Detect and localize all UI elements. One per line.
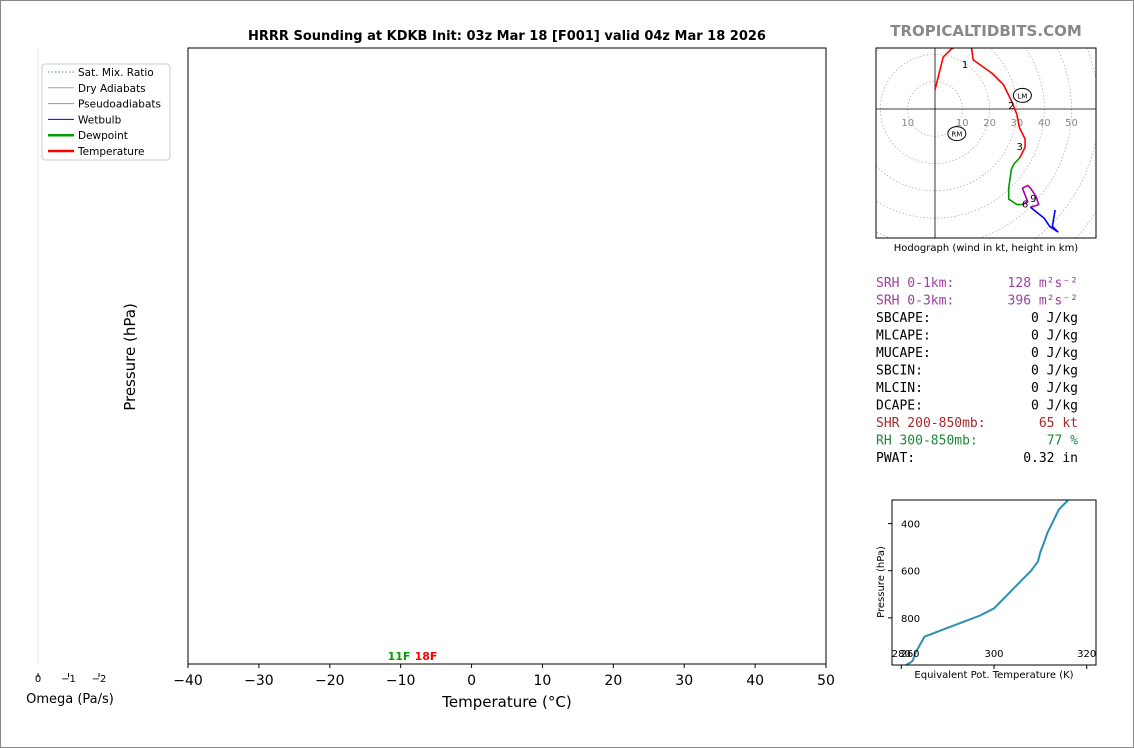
chart-title: HRRR Sounding at KDKB Init: 03z Mar 18 [… [248, 29, 766, 44]
index-value: 128 m²s⁻² [1008, 276, 1078, 291]
hodograph-trace [934, 48, 1026, 159]
index-value: 0 J/kg [1031, 399, 1078, 414]
storm-motion-label: LM [1017, 92, 1027, 100]
index-label: DCAPE: [876, 399, 923, 414]
index-value: 0 J/kg [1031, 381, 1078, 396]
hodograph-ring-label: 30 [1011, 118, 1024, 129]
index-value: 65 kt [1039, 416, 1078, 431]
index-label: SBCAPE: [876, 311, 931, 326]
index-label: PWAT: [876, 451, 915, 466]
omega-tick-label: −1 [61, 674, 76, 685]
x-tick-label: 50 [817, 673, 835, 689]
hodograph-inner: 10 10 20 30 40 50 1 2 3 6 9 LM RM [876, 48, 1096, 238]
theta-e-y-tick-label: 600 [901, 567, 920, 578]
index-label: MLCIN: [876, 381, 923, 396]
hodograph-frame [875, 47, 1097, 239]
theta-e-y-tick-label: 800 [901, 614, 920, 625]
theta-e-y-label: Pressure (hPa) [876, 546, 887, 618]
storm-motion-label: RM [951, 131, 962, 139]
x-tick-label: 0 [467, 673, 476, 689]
theta-e-line [905, 500, 1069, 665]
index-label: MUCAPE: [876, 346, 931, 361]
index-label: SBCIN: [876, 364, 923, 379]
main-axes-frame [187, 47, 827, 665]
hodograph-height-label: 1 [962, 60, 968, 71]
index-label: SRH 0-1km: [876, 276, 954, 291]
hodograph-ring-label: 40 [1038, 118, 1051, 129]
x-tick-label: −40 [173, 673, 203, 689]
index-label: SRH 0-3km: [876, 294, 954, 309]
hodograph-height-label: 2 [1008, 101, 1014, 112]
omega-axis-label: Omega (Pa/s) [26, 692, 114, 707]
x-tick-label: −10 [386, 673, 416, 689]
theta-e-x-tick-label: 260 [900, 649, 919, 660]
theta-e-x-tick-label: 320 [1077, 649, 1096, 660]
watermark: TROPICALTIDBITS.COM [890, 22, 1082, 40]
theta-e-y-tick-label: 400 [901, 520, 920, 531]
surface-temperature-label: 18F [415, 650, 438, 663]
storm-motion-marker [1012, 87, 1032, 103]
x-tick-label: 30 [675, 673, 693, 689]
hodograph-height-label: 3 [1016, 142, 1022, 153]
y-axis-label: Pressure (hPa) [121, 303, 139, 411]
hodograph-trace [1007, 157, 1023, 206]
index-label: RH 300-850mb: [876, 434, 978, 449]
storm-motion-marker [947, 126, 967, 142]
hodograph-height-label: 9 [1030, 194, 1036, 205]
index-value: 0 J/kg [1031, 311, 1078, 326]
x-tick-label: −30 [244, 673, 274, 689]
legend-label: Temperature [77, 146, 145, 158]
theta-e-x-tick-label: 280 [892, 649, 911, 660]
theta-e-x-label: Equivalent Pot. Temperature (K) [914, 670, 1073, 681]
legend-label: Dry Adiabats [78, 83, 146, 95]
index-label: MLCAPE: [876, 329, 931, 344]
legend-label: Dewpoint [78, 130, 128, 142]
legend-label: Pseudoadiabats [78, 99, 161, 111]
index-value: 0 J/kg [1031, 364, 1078, 379]
hodograph-trace [1021, 184, 1040, 209]
hodograph-ring-label: 10 [956, 118, 969, 129]
legend-label: Wetbulb [78, 114, 122, 126]
x-axis-label: Temperature (°C) [441, 693, 571, 711]
omega-tick-label: 0 [35, 674, 41, 685]
x-tick-label: 20 [604, 673, 622, 689]
index-label: SHR 200-850mb: [876, 416, 986, 431]
index-value: 0 J/kg [1031, 346, 1078, 361]
index-value: 396 m²s⁻² [1008, 294, 1078, 309]
x-tick-label: −20 [315, 673, 345, 689]
legend-label: Sat. Mix. Ratio [78, 67, 154, 79]
index-value: 77 % [1047, 434, 1078, 449]
hodograph-label: Hodograph (wind in kt, height in km) [894, 243, 1079, 254]
x-tick-label: 40 [746, 673, 764, 689]
hodograph-ring-label: 20 [983, 118, 996, 129]
hodograph-height-label: 6 [1022, 199, 1028, 210]
x-tick-label: 10 [534, 673, 552, 689]
omega-tick-label: −2 [92, 674, 107, 685]
surface-dewpoint-label: 11F [388, 650, 411, 663]
index-value: 0.32 in [1023, 451, 1078, 466]
hodograph-ring-label: 10 [901, 118, 914, 129]
index-value: 0 J/kg [1031, 329, 1078, 344]
theta-e-x-tick-label: 300 [984, 649, 1003, 660]
hodograph-ring-label: 50 [1065, 118, 1078, 129]
hodograph-trace [1030, 206, 1059, 233]
